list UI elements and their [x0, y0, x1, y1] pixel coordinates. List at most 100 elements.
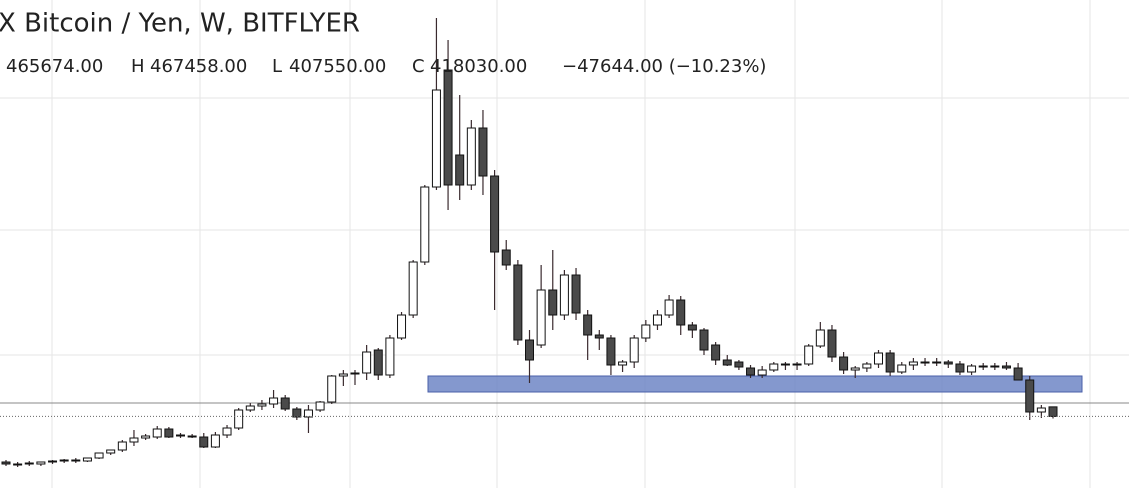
candle-body — [955, 363, 965, 373]
candle-body — [501, 249, 511, 266]
candle-body — [676, 299, 686, 326]
candle-body — [1, 461, 11, 465]
candle-body — [513, 264, 523, 341]
candle-body — [303, 409, 313, 418]
candle-body — [176, 434, 185, 437]
candle-body — [478, 127, 488, 177]
candle-body — [920, 361, 930, 364]
candle-body — [257, 403, 267, 407]
chart-title: X Bitcoin / Yen, W, BITFLYER — [0, 9, 360, 39]
candle-body — [536, 289, 546, 346]
candle-body — [141, 435, 151, 439]
candle-body — [315, 401, 325, 411]
candle-body — [24, 462, 34, 465]
candle-body — [13, 463, 23, 466]
candle-body — [792, 363, 802, 366]
ohlc-value: 465674.00 — [6, 56, 103, 77]
ohlc-value: −47644.00 (−10.23%) — [562, 56, 766, 77]
candle-body — [804, 345, 814, 365]
candle-body — [59, 459, 69, 462]
candle-body — [292, 408, 302, 418]
candle-body — [815, 329, 825, 347]
candle-body — [152, 428, 162, 438]
ohlc-header: 465674.00 H 467458.00 L 407550.00 C 418030.00 −… — [6, 56, 766, 77]
candle-body — [652, 314, 662, 326]
ohlc-label: H — [131, 56, 145, 77]
candle-body — [757, 369, 767, 376]
candle-body — [129, 437, 139, 443]
candle-body — [1048, 406, 1058, 417]
candle-body — [699, 329, 709, 351]
candle-body — [618, 361, 628, 366]
ohlc-value: 418030.00 — [430, 56, 527, 77]
candle-body — [571, 274, 581, 314]
candle-body — [245, 405, 255, 411]
candle-body — [222, 427, 232, 436]
candle-body — [94, 452, 104, 459]
candle-body — [559, 274, 569, 316]
candle-body — [71, 459, 81, 462]
candle-body — [199, 436, 209, 448]
candle-body — [350, 372, 360, 375]
candle-body — [455, 154, 465, 186]
candle-body — [1025, 379, 1035, 413]
candle-body — [594, 334, 604, 339]
candle-body — [187, 435, 197, 438]
ohlc-label: C — [412, 56, 425, 77]
candle-body — [827, 329, 837, 358]
candle-body — [897, 364, 907, 373]
candle-body — [338, 373, 348, 377]
candle-body — [850, 367, 860, 371]
candle-body — [420, 186, 430, 263]
candle-body — [466, 127, 476, 186]
candle-body — [990, 365, 1000, 368]
candle-body — [641, 324, 651, 339]
candle-body — [210, 434, 220, 448]
candle-body — [443, 69, 453, 186]
candle-body — [839, 356, 849, 371]
candle-body — [874, 352, 883, 365]
candle-body — [687, 324, 697, 331]
candle-body — [280, 397, 290, 410]
candle-body — [862, 363, 872, 369]
candle-body — [408, 261, 418, 316]
candle-body — [397, 314, 407, 339]
candle-body — [932, 361, 942, 364]
candle-body — [490, 175, 500, 253]
candle-body — [373, 349, 383, 376]
candle-body — [48, 460, 58, 463]
candle-body — [1036, 407, 1046, 413]
candle-body — [269, 397, 279, 405]
ohlc-label: L — [272, 56, 282, 77]
candle-body — [780, 363, 790, 366]
candle-body — [722, 359, 732, 366]
candle-body — [362, 351, 372, 374]
plot-area — [0, 18, 1129, 467]
candle-body — [943, 361, 953, 365]
candle-body — [769, 363, 779, 371]
candle-body — [548, 289, 558, 316]
candle-body — [908, 361, 918, 366]
ohlc-value: 407550.00 — [289, 56, 386, 77]
candle-body — [1013, 367, 1023, 381]
candle-body — [525, 339, 534, 361]
candle-body — [431, 89, 441, 188]
candle-body — [583, 314, 593, 336]
candle-body — [746, 367, 756, 376]
candle-body — [385, 337, 395, 376]
candle-body — [117, 441, 127, 451]
candle-body — [606, 337, 616, 366]
candle-body — [82, 457, 92, 462]
candle-body — [967, 365, 977, 373]
candle-body — [327, 375, 337, 403]
candle-body — [234, 409, 244, 429]
candle-body — [711, 344, 721, 361]
support-zone — [427, 375, 1083, 393]
candle-body — [629, 337, 639, 363]
candle-body — [164, 428, 174, 438]
candle-body — [36, 461, 46, 465]
candle-body — [106, 449, 116, 454]
